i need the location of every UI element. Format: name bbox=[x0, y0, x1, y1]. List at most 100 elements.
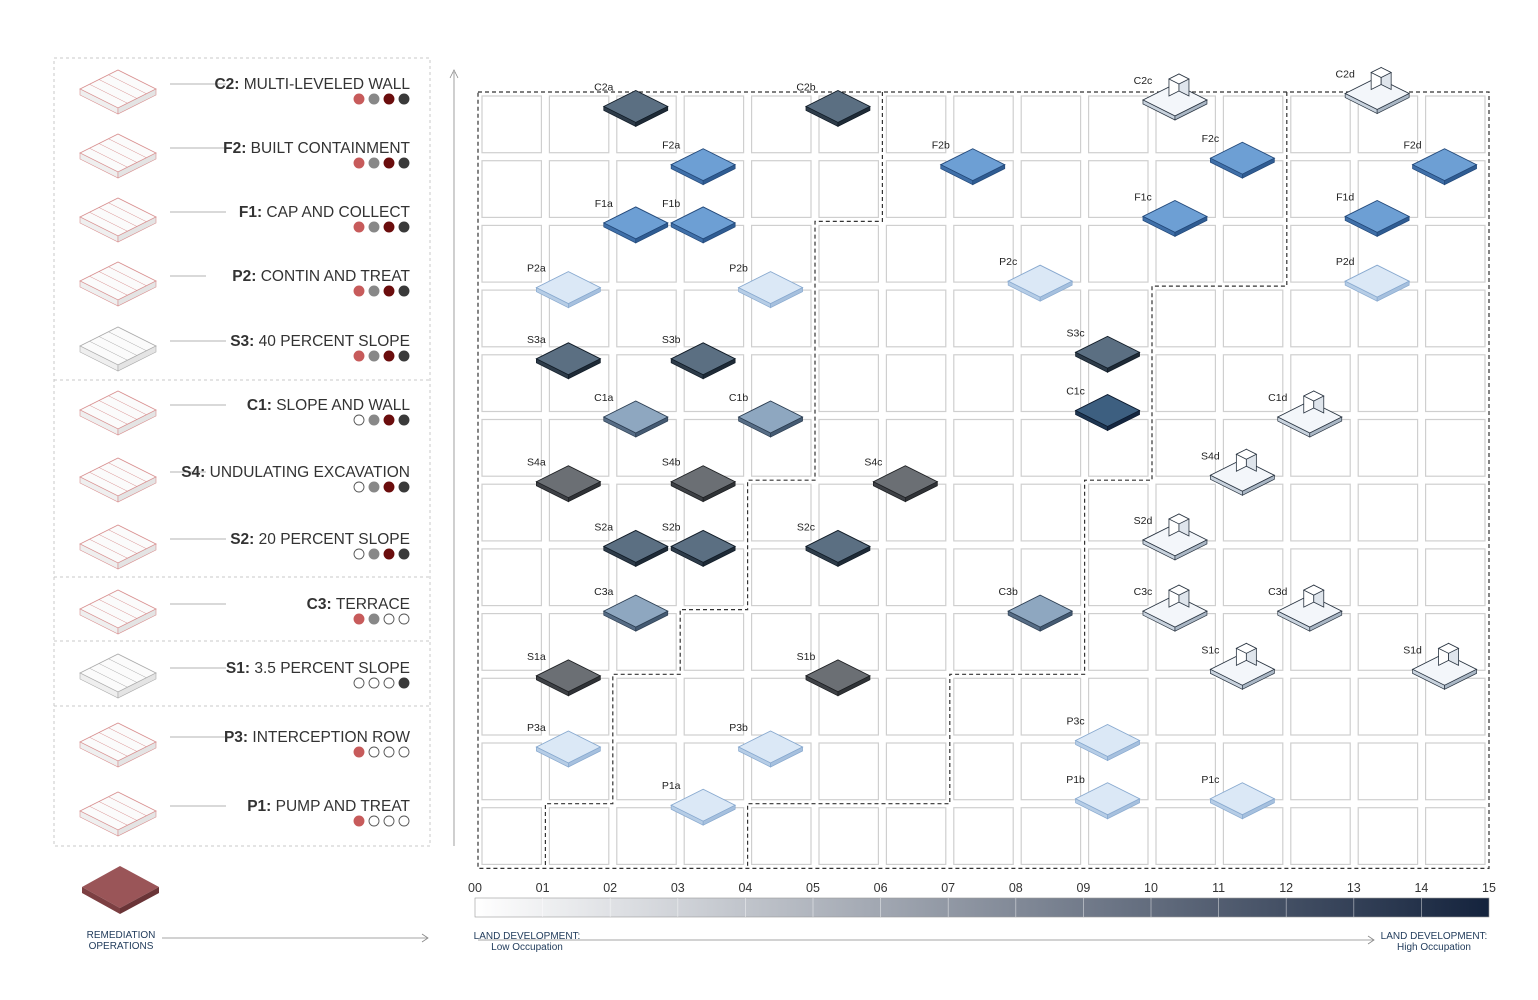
node-label: C3a bbox=[594, 586, 613, 598]
node-top bbox=[535, 659, 602, 693]
node-label: S2b bbox=[662, 521, 681, 533]
grid-cell bbox=[1087, 160, 1149, 218]
grid-cell bbox=[481, 548, 543, 607]
node-C1a: C1a bbox=[594, 392, 669, 438]
node-side-right bbox=[1376, 215, 1410, 238]
node-top bbox=[1074, 724, 1141, 758]
rating-dot bbox=[368, 157, 380, 169]
grid-cell bbox=[885, 418, 947, 477]
rating-dot bbox=[353, 157, 365, 169]
node-label: S1d bbox=[1403, 644, 1422, 656]
legend-name: 40 PERCENT SLOPE bbox=[259, 333, 410, 350]
grid-cell bbox=[1424, 289, 1486, 348]
grid-cell bbox=[548, 95, 610, 154]
node-label: P2d bbox=[1336, 256, 1355, 268]
node-side-right bbox=[1242, 157, 1275, 179]
legend-label: S4: UNDULATING EXCAVATION bbox=[181, 464, 410, 481]
node-C2d: C2d bbox=[1336, 66, 1411, 115]
rating-dot bbox=[368, 815, 380, 827]
legend-item: C3: TERRACE bbox=[79, 589, 410, 635]
grid-cell bbox=[750, 677, 812, 736]
node-P1b: P1b bbox=[1066, 774, 1141, 820]
grid-cell bbox=[1424, 742, 1486, 801]
node-label: P2b bbox=[729, 263, 748, 275]
grid-cell bbox=[1087, 807, 1149, 866]
node-P1a: P1a bbox=[662, 780, 737, 826]
legend-item: F2: BUILT CONTAINMENT bbox=[79, 133, 411, 179]
scale-tick-label: 10 bbox=[1144, 881, 1158, 895]
legend-item: F1: CAP AND COLLECT bbox=[79, 197, 411, 243]
grid-cell bbox=[548, 160, 610, 218]
node-label: S1c bbox=[1201, 644, 1219, 656]
node-label: S2d bbox=[1134, 515, 1153, 527]
node-top bbox=[602, 89, 669, 123]
grid-cell bbox=[1020, 95, 1082, 154]
node-label: C2b bbox=[796, 81, 815, 93]
scale-tick-label: 06 bbox=[874, 881, 888, 895]
grid-cell bbox=[481, 612, 543, 671]
node-side-right bbox=[905, 481, 938, 503]
grid-cell bbox=[683, 742, 745, 801]
node-S4c: S4c bbox=[864, 457, 939, 503]
node-label: P1b bbox=[1066, 774, 1085, 786]
legend-name: 3.5 PERCENT SLOPE bbox=[254, 660, 410, 677]
rating-dot bbox=[398, 548, 410, 560]
grid-cell bbox=[481, 224, 543, 283]
rating-dot bbox=[353, 221, 365, 233]
node-top bbox=[1411, 148, 1478, 182]
grid-cell bbox=[1424, 483, 1486, 542]
legend-code: S3: bbox=[230, 333, 258, 350]
node-label: P3b bbox=[729, 722, 748, 734]
grid-cell bbox=[1290, 95, 1351, 154]
grid-cell bbox=[1020, 418, 1082, 477]
grid-cell bbox=[818, 289, 880, 348]
rating-dot bbox=[353, 93, 365, 105]
grid-cell bbox=[481, 483, 543, 542]
node-label: S2a bbox=[594, 521, 613, 533]
grid-cell bbox=[885, 95, 947, 154]
legend-label: S3: 40 PERCENT SLOPE bbox=[230, 333, 410, 350]
node-P3b: P3b bbox=[729, 722, 804, 768]
grid-cell bbox=[481, 95, 543, 154]
node-S1a: S1a bbox=[527, 651, 602, 697]
node-label: C3c bbox=[1134, 586, 1153, 598]
node-C2a: C2a bbox=[594, 81, 669, 128]
grid-cell bbox=[683, 418, 745, 477]
node-label: C1a bbox=[594, 392, 613, 404]
legend-code: P2: bbox=[232, 268, 260, 285]
node-side-right bbox=[770, 746, 803, 768]
rating-dot bbox=[383, 285, 395, 297]
legend-name: CAP AND COLLECT bbox=[266, 204, 410, 221]
low-occupation-label-2: Low Occupation bbox=[491, 942, 563, 953]
building-block bbox=[1437, 642, 1460, 654]
legend-item: P3: INTERCEPTION ROW bbox=[79, 722, 410, 768]
legend-code: C2: bbox=[214, 76, 243, 93]
scale-tick-label: 02 bbox=[603, 881, 617, 895]
node-side-right bbox=[568, 358, 601, 380]
legend-code: S4: bbox=[181, 464, 209, 481]
grid-cell bbox=[885, 224, 947, 283]
development-boundary bbox=[746, 92, 1288, 869]
grid-cell bbox=[481, 418, 543, 477]
multi-level-wall-icon bbox=[79, 69, 157, 115]
grid-cell bbox=[548, 418, 610, 477]
grid-cell bbox=[1290, 677, 1351, 736]
legend-name: MULTI-LEVELED WALL bbox=[244, 76, 411, 93]
node-top bbox=[535, 730, 602, 764]
grid-cell bbox=[1424, 95, 1486, 154]
node-label: P2a bbox=[527, 263, 546, 275]
node-top bbox=[939, 148, 1006, 182]
node-P2d: P2d bbox=[1336, 256, 1411, 302]
grid-cell bbox=[818, 160, 880, 218]
grid-cell bbox=[1155, 742, 1217, 801]
node-side-right bbox=[1174, 610, 1208, 632]
grid-cell bbox=[683, 95, 745, 154]
node-top bbox=[602, 206, 669, 240]
node-side-right bbox=[702, 545, 736, 567]
node-top bbox=[1074, 394, 1141, 428]
node-F1c: F1c bbox=[1134, 191, 1208, 238]
development-grid bbox=[449, 69, 1490, 870]
grid-cell bbox=[885, 612, 947, 671]
grid-cell bbox=[818, 807, 880, 866]
node-S4a: S4a bbox=[527, 457, 602, 503]
